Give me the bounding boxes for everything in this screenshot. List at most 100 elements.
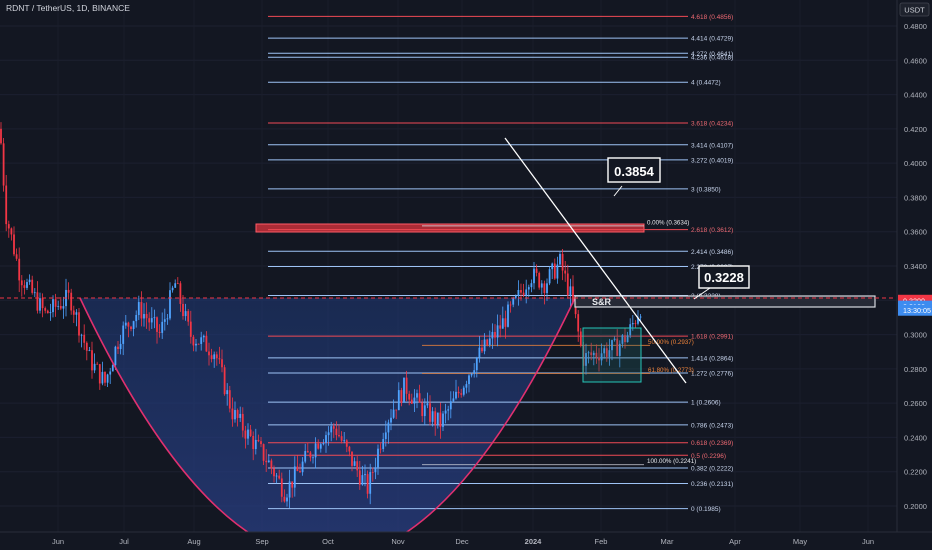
candle-body <box>197 343 200 345</box>
time-tick-label: Aug <box>187 537 200 546</box>
candle-body <box>210 355 213 360</box>
fib-extension-label: 0.5 (0.2296) <box>691 453 726 460</box>
candle-body <box>200 337 203 344</box>
candle-body <box>223 367 226 395</box>
candle-body <box>421 402 424 417</box>
target-1-pointer <box>613 185 623 197</box>
candle-body <box>491 331 494 339</box>
candle-body <box>2 143 5 186</box>
candle-body <box>249 429 252 436</box>
candle-body <box>530 283 533 288</box>
candle-body <box>621 335 624 344</box>
candle-body <box>327 432 330 436</box>
candle-body <box>325 435 327 444</box>
candle-body <box>600 353 603 361</box>
candle-body <box>283 496 286 502</box>
candle-body <box>624 335 626 343</box>
candle-body <box>26 282 28 288</box>
price-tick-label: 0.3800 <box>904 193 927 202</box>
candle-body <box>504 318 507 327</box>
time-tick-label: Sep <box>255 537 268 546</box>
candle-body <box>213 354 216 360</box>
candle-body <box>626 335 629 343</box>
candle-body <box>382 439 385 449</box>
candle-body <box>486 339 489 345</box>
candle-body <box>218 358 221 360</box>
candle-body <box>109 371 112 375</box>
candle-body <box>436 412 439 425</box>
candle-body <box>244 430 247 439</box>
candle-body <box>520 290 522 293</box>
candle-body <box>639 316 642 318</box>
time-tick-label: Feb <box>595 537 608 546</box>
candle-body <box>174 283 177 288</box>
candle-body <box>629 324 632 336</box>
candle-body <box>429 403 431 422</box>
candle-body <box>538 272 541 288</box>
candle-body <box>156 317 158 332</box>
candle-body <box>228 390 231 409</box>
candle-body <box>52 299 54 313</box>
candle-body <box>171 287 174 291</box>
sr-zone-box <box>574 295 876 308</box>
candle-body <box>267 460 270 463</box>
candle-body <box>559 253 561 265</box>
candle-body <box>403 377 405 403</box>
candle-body <box>111 365 114 372</box>
time-tick-label: Dec <box>455 537 469 546</box>
candle-body <box>468 375 470 385</box>
candle-body <box>299 471 301 473</box>
candle-body <box>72 310 75 315</box>
time-axis-ticks: Jun Jul Aug Sep Oct Nov Dec 2024 Feb Mar Apr May Jun <box>52 537 874 546</box>
candle-body <box>140 302 143 319</box>
candle-body <box>353 461 356 466</box>
candle-body <box>351 451 353 466</box>
currency-button[interactable] <box>899 2 930 17</box>
price-marker <box>898 304 932 316</box>
candle-body <box>275 475 278 477</box>
candle-body <box>221 359 223 368</box>
candle-body <box>83 334 86 343</box>
candle-body <box>338 435 340 437</box>
candle-body <box>241 413 244 431</box>
candle-body <box>148 318 151 323</box>
candle-body <box>39 298 41 311</box>
candle-body <box>439 412 442 427</box>
price-axis[interactable] <box>897 0 932 532</box>
candle-body <box>457 391 460 394</box>
candle-body <box>176 283 179 285</box>
candle-body <box>452 398 455 402</box>
candle-body <box>119 343 122 350</box>
candle-body <box>366 474 369 494</box>
candle-body <box>179 283 182 304</box>
candle-body <box>265 460 268 463</box>
candle-body <box>595 352 598 358</box>
candle-body <box>184 311 187 317</box>
fib-extension-label: 3.618 (0.4234) <box>691 121 733 128</box>
price-tick-label: 0.4600 <box>904 56 927 65</box>
fib-extension-label: 2.414 (0.3486) <box>691 249 733 256</box>
candle-body <box>460 393 463 395</box>
candle-body <box>293 466 296 488</box>
candle-body <box>127 322 130 327</box>
fib-extension-label: 1.618 (0.2991) <box>691 334 733 341</box>
candle-body <box>613 338 616 341</box>
candle-body <box>631 323 634 325</box>
candle-body <box>78 312 80 336</box>
candle-body <box>634 323 637 324</box>
candle-body <box>397 390 400 411</box>
candle-body <box>335 428 338 436</box>
candle-body <box>611 340 613 351</box>
candle-body <box>145 314 148 319</box>
candle-body <box>384 432 387 440</box>
price-tick-label: 0.4000 <box>904 159 927 168</box>
candle-body <box>418 393 421 403</box>
time-axis[interactable] <box>0 532 897 550</box>
candle-body <box>104 371 106 383</box>
candle-body <box>390 417 392 423</box>
candle-body <box>23 285 26 288</box>
candle-body <box>494 331 496 338</box>
candle-body <box>387 422 390 433</box>
candle-body <box>514 295 517 298</box>
